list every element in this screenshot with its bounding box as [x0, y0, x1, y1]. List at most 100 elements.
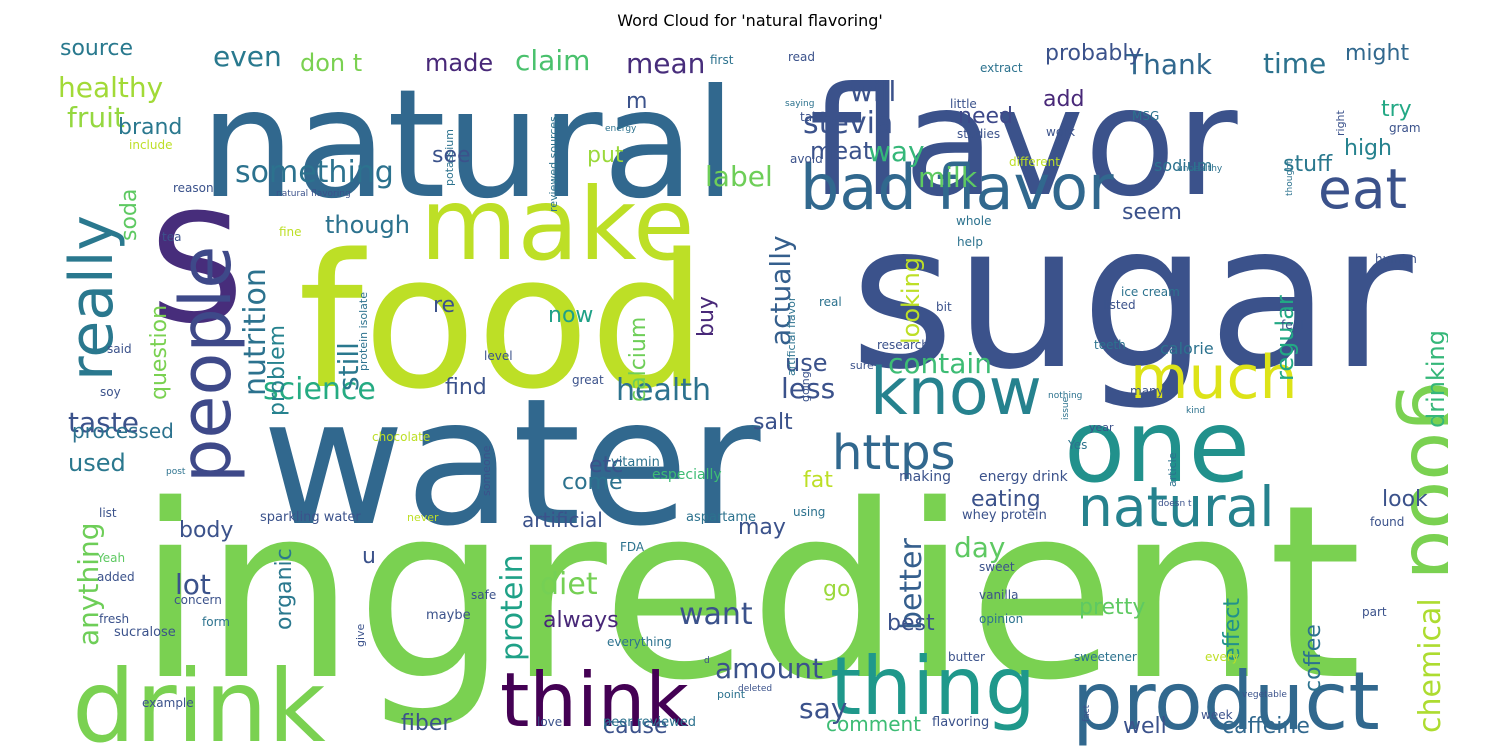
word-help: help — [957, 235, 983, 249]
word-first: first — [710, 53, 734, 67]
word-nutrition: nutrition — [238, 268, 273, 396]
word-especially: especially — [652, 467, 722, 483]
word-less: less — [781, 372, 835, 405]
word-say: say — [799, 692, 847, 725]
word-better: better — [894, 538, 929, 630]
word-comment: comment — [826, 712, 921, 736]
word-calcium: calcium — [626, 317, 651, 402]
word-whey-protein: whey protein — [962, 508, 1047, 523]
word-stevia: stevia — [803, 106, 893, 141]
word-thought: thought — [1285, 160, 1295, 196]
word-food: food — [298, 214, 707, 430]
word-people: people — [165, 246, 247, 483]
word-good: good — [1393, 381, 1448, 580]
word-fiber: fiber — [401, 711, 452, 736]
word-fact: fact — [1082, 704, 1092, 722]
word-way: way — [868, 135, 925, 168]
word-sweet: sweet — [979, 560, 1015, 574]
word-yeah: Yeah — [96, 551, 125, 565]
word-know: know — [870, 355, 1042, 430]
word-fine: fine — [279, 225, 302, 239]
word-natural: natural — [200, 58, 736, 232]
word-actually: actually — [764, 235, 797, 346]
word-post: post — [166, 467, 186, 477]
word-though: though — [325, 211, 410, 239]
word-well: well — [1123, 714, 1167, 739]
word-stuff: stuff — [1283, 152, 1333, 177]
word-healthy: healthy — [58, 71, 163, 104]
word-great: great — [572, 373, 604, 387]
word-best: best — [887, 611, 935, 636]
word-soda: soda — [117, 189, 142, 241]
word-natural: natural — [1078, 475, 1275, 539]
word-used: used — [68, 449, 126, 477]
word-drink: drink — [72, 648, 326, 746]
word-s: S — [149, 183, 244, 357]
word-sparkling-water: sparkling water — [260, 510, 361, 525]
word-see: see — [432, 143, 471, 168]
word-year: year — [1089, 421, 1114, 434]
word-safe: safe — [471, 588, 496, 602]
word-artificial-flavor: artificial flavor — [785, 296, 798, 376]
word-always: always — [543, 608, 619, 633]
word-nothing: nothing — [1048, 391, 1082, 401]
word-love: love — [537, 715, 562, 729]
word-bit: bit — [936, 300, 952, 314]
word-yes: Yes — [1067, 438, 1087, 452]
word-mean: mean — [626, 47, 705, 80]
word-question: question — [147, 305, 172, 400]
word-need: need — [958, 104, 1013, 129]
word-try: try — [1381, 97, 1412, 122]
word-protein: protein — [495, 554, 530, 661]
word-cause: cause — [603, 714, 668, 739]
word-vegetable: vegetable — [1242, 690, 1287, 700]
word-gram: gram — [1389, 121, 1421, 135]
word-whole: whole — [956, 214, 991, 228]
word-sure: sure — [850, 359, 874, 372]
word-body: body — [179, 518, 233, 543]
word-extract: extract — [980, 61, 1023, 75]
word-now: now — [548, 303, 593, 328]
word-feel: feel — [1281, 318, 1303, 332]
word-brand: brand — [118, 115, 182, 140]
word-butter: butter — [948, 650, 985, 664]
word-product: product — [1072, 655, 1380, 746]
word-part: part — [1362, 605, 1387, 619]
word-might: might — [1345, 41, 1409, 66]
word-even: even — [213, 40, 282, 73]
word-health: health — [616, 373, 711, 408]
word-much: much — [1130, 343, 1298, 413]
word-read: read — [788, 50, 815, 64]
word-natural-flavoring: natural flavoring — [276, 189, 351, 199]
word-doesn-t: doesn t — [1158, 499, 1192, 509]
word-find: find — [445, 375, 487, 400]
word-list: list — [99, 506, 117, 520]
word-processed: processed — [72, 419, 174, 443]
word-take: take — [800, 110, 826, 124]
word-thank: Thank — [1125, 48, 1213, 81]
word-source: source — [60, 36, 133, 61]
word-seem: seem — [1122, 200, 1182, 225]
word-example: example — [142, 696, 194, 710]
word-chocolate: chocolate — [372, 430, 430, 444]
word-different: different — [1009, 155, 1060, 169]
word-sucralose: sucralose — [114, 625, 176, 640]
word-re: re — [433, 293, 455, 318]
word-aspartame: aspartame — [686, 510, 756, 525]
word-something: something — [235, 155, 394, 190]
word-flavor: flavor — [809, 56, 1238, 230]
word-looking: looking — [897, 257, 925, 344]
word-using: using — [793, 505, 825, 519]
word-problem: problem — [265, 325, 290, 416]
word-issue: issue — [1061, 396, 1071, 420]
word-vitamin: vitamin — [611, 455, 660, 470]
word-meat: meat — [810, 137, 872, 165]
word-added: added — [97, 570, 135, 584]
word-amount: amount — [715, 652, 823, 685]
word-someone: someone — [480, 445, 493, 496]
word-day: day — [954, 531, 1006, 564]
word-really: really — [57, 215, 127, 381]
word-article: article — [1166, 452, 1179, 487]
word-etc: etc — [589, 453, 623, 478]
